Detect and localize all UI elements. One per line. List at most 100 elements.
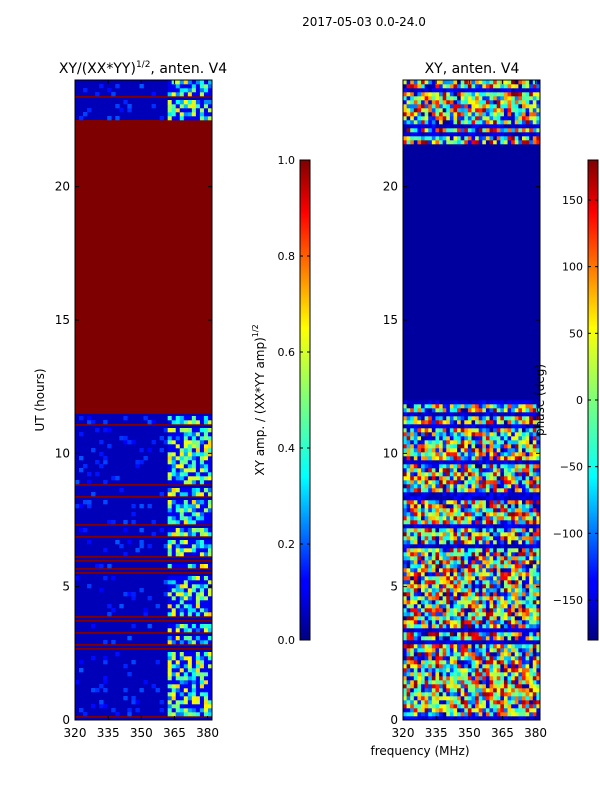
phase-cell xyxy=(496,92,501,97)
phase-cell xyxy=(518,516,523,521)
phase-cell xyxy=(460,140,465,145)
amplitude-cell xyxy=(203,520,209,525)
amplitude-cell xyxy=(187,624,193,629)
phase-cell xyxy=(460,636,465,641)
phase-cell xyxy=(431,420,436,425)
amplitude-cell xyxy=(195,104,201,109)
amplitude-cell xyxy=(167,444,173,449)
phase-cell xyxy=(511,540,516,545)
phase-cell xyxy=(496,668,501,673)
phase-cell xyxy=(460,528,465,533)
phase-cell xyxy=(503,84,508,89)
amplitude-cell xyxy=(179,672,185,677)
amplitude-cell xyxy=(207,640,213,645)
phase-cell xyxy=(500,84,505,89)
phase-cell xyxy=(529,560,534,565)
phase-cell xyxy=(449,496,454,501)
phase-cell xyxy=(428,460,433,465)
phase-cell xyxy=(489,528,494,533)
amplitude-cell xyxy=(127,636,132,641)
phase-cell xyxy=(417,444,422,449)
phase-cell xyxy=(521,416,526,421)
phase-cell xyxy=(449,616,454,621)
phase-cell xyxy=(439,572,443,577)
amplitude-cell xyxy=(183,660,189,665)
phase-cell xyxy=(417,664,422,669)
phase-cell xyxy=(435,536,440,541)
phase-cell xyxy=(417,692,422,697)
phase-cell xyxy=(511,504,516,509)
phase-cell xyxy=(457,492,461,497)
phase-cell xyxy=(424,476,429,481)
phase-cell xyxy=(435,104,440,109)
amplitude-cell xyxy=(179,712,185,717)
amplitude-cell xyxy=(95,460,100,465)
phase-cell xyxy=(403,472,407,477)
phase-cell xyxy=(424,692,429,697)
phase-cell xyxy=(457,592,461,597)
phase-cell xyxy=(518,116,523,121)
amplitude-cell xyxy=(191,600,197,605)
amplitude-cell xyxy=(199,628,205,633)
phase-cell xyxy=(503,592,508,597)
phase-cell xyxy=(442,468,447,473)
amplitude-cell xyxy=(175,660,181,665)
x-tick-label: 320 xyxy=(64,726,87,740)
phase-cell xyxy=(475,560,480,565)
phase-cell xyxy=(457,568,461,573)
phase-cell xyxy=(431,712,436,717)
phase-cell xyxy=(439,404,443,409)
phase-cell xyxy=(521,100,526,105)
phase-cell xyxy=(442,668,447,673)
phase-cell xyxy=(471,456,476,461)
phase-cell xyxy=(417,644,422,649)
amplitude-cell xyxy=(199,652,205,657)
phase-cell xyxy=(471,476,476,481)
amplitude-cell xyxy=(207,696,213,701)
amplitude-cell xyxy=(191,696,197,701)
phase-cell xyxy=(478,628,483,633)
phase-cell xyxy=(439,424,443,429)
phase-cell xyxy=(478,556,483,561)
phase-cell xyxy=(518,612,523,617)
phase-cell xyxy=(485,460,490,465)
phase-cell xyxy=(417,508,422,513)
phase-cell xyxy=(485,92,490,97)
amplitude-cell xyxy=(159,116,164,121)
amplitude-cell xyxy=(167,552,173,557)
amplitude-cell xyxy=(87,584,92,589)
amplitude-cell xyxy=(183,608,189,613)
amplitude-cell xyxy=(175,608,181,613)
phase-cell xyxy=(464,408,469,413)
amplitude-cell xyxy=(195,660,201,665)
phase-cell xyxy=(475,636,480,641)
phase-cell xyxy=(449,596,454,601)
phase-cell xyxy=(406,652,411,657)
phase-cell xyxy=(525,432,530,437)
phase-cell xyxy=(431,484,436,489)
phase-cell xyxy=(482,516,487,521)
amplitude-cell xyxy=(179,468,185,473)
phase-cell xyxy=(464,484,469,489)
phase-cell xyxy=(493,680,498,685)
phase-row xyxy=(403,356,540,361)
phase-cell xyxy=(536,416,541,421)
amplitude-cell xyxy=(171,92,177,97)
phase-cell xyxy=(521,600,526,605)
phase-cell xyxy=(435,124,440,129)
amplitude-cell xyxy=(179,444,185,449)
phase-cell xyxy=(460,100,465,105)
amplitude-cell xyxy=(151,520,156,525)
phase-cell xyxy=(413,560,418,565)
phase-cell xyxy=(413,624,418,629)
amplitude-cell xyxy=(207,708,213,713)
phase-cell xyxy=(406,412,411,417)
phase-cell xyxy=(493,408,498,413)
amplitude-cell xyxy=(95,688,100,693)
phase-cell xyxy=(446,644,451,649)
phase-cell xyxy=(431,132,436,137)
phase-cell xyxy=(518,496,523,501)
phase-cell xyxy=(475,132,480,137)
phase-cell xyxy=(532,472,537,477)
phase-cell xyxy=(511,564,516,569)
